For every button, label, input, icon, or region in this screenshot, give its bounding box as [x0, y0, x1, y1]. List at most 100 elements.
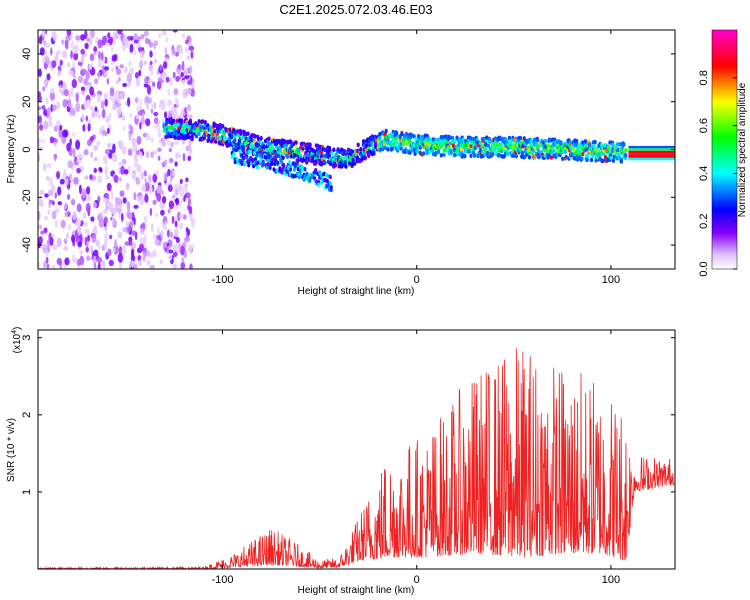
spectrogram-noise-blob	[181, 32, 186, 39]
spectrogram-noise-blob	[187, 80, 192, 86]
spectrogram-noise-blob	[166, 139, 171, 147]
spectrogram-noise-blob	[134, 97, 139, 103]
spectrogram-noise-blob	[138, 69, 142, 77]
spectrogram-noise-blob	[41, 105, 46, 110]
spectrogram-noise-blob	[38, 210, 41, 221]
snr-y-tick-label: 1	[21, 489, 33, 495]
spectrogram-noise-blob	[67, 193, 71, 200]
spectrogram-signal-blob	[506, 151, 510, 157]
spectrogram-noise-blob	[167, 208, 171, 214]
spectrogram-noise-blob	[150, 265, 154, 269]
spectrogram-noise-blob	[140, 171, 145, 180]
colorbar-tick-label: 0.2	[698, 214, 710, 229]
spectrogram-noise-blob	[185, 145, 191, 152]
spectrogram-branch-blob	[247, 163, 251, 168]
spectrogram-noise-blob	[54, 192, 58, 199]
spectrogram-signal-blob	[507, 135, 511, 141]
spectrogram-signal-blob	[543, 139, 547, 144]
spectrogram-signal-blob	[412, 147, 416, 152]
spectrogram-noise-blob	[143, 83, 149, 88]
spectrogram-noise-blob	[153, 150, 158, 155]
spectrogram-noise-blob	[174, 243, 180, 254]
spectrogram-signal-blob	[525, 152, 529, 157]
spectrogram-signal-blob	[619, 159, 623, 164]
spectrogram-signal-blob	[386, 147, 390, 152]
spectrogram-noise-blob	[185, 177, 189, 183]
spectrogram-branch-blob	[238, 158, 242, 164]
spectrogram-noise-blob	[107, 32, 111, 39]
spectrogram-noise-blob	[47, 209, 51, 216]
snr-plot-area	[38, 348, 675, 569]
spectrogram-noise-blob	[174, 229, 178, 238]
spectrogram-signal-blob	[209, 125, 213, 130]
spectrogram-noise-blob	[171, 49, 176, 56]
spectrogram-noise-blob	[47, 120, 53, 128]
spectrogram-signal-blob	[201, 119, 205, 124]
spectrogram-signal-blob	[267, 136, 271, 141]
spectrogram-branch-blob	[235, 156, 239, 162]
spectrogram-noise-blob	[85, 246, 89, 253]
spectrogram-signal-blob	[395, 140, 399, 145]
spectrogram-noise-blob	[161, 140, 167, 147]
spectrogram-signal-blob	[281, 155, 285, 160]
colorbar-ticks: 0.0 0.2 0.4 0.6 0.8	[698, 70, 737, 277]
spectrogram-noise-blob	[173, 186, 176, 197]
spectrogram-noise-blob	[51, 210, 57, 220]
spectrogram-noise-blob	[183, 195, 186, 202]
spectrogram-noise-blob	[114, 89, 120, 100]
spectrogram-noise-blob	[149, 60, 153, 65]
spectrogram-signal-blob	[408, 139, 412, 144]
spectrogram-noise-blob	[129, 43, 134, 53]
spectrogram-noise-blob	[89, 245, 94, 250]
spectrogram-signal-blob	[266, 140, 270, 146]
spectrogram-signal-blob	[502, 154, 506, 159]
spectrogram-noise-blob	[181, 257, 185, 264]
spectrogram-noise-blob	[189, 263, 193, 269]
spectrogram-noise-blob	[183, 250, 187, 259]
spectrogram-noise-blob	[97, 213, 103, 222]
spectrogram-noise-blob	[144, 193, 149, 203]
spectrogram-noise-blob	[152, 199, 157, 205]
spectrogram-noise-blob	[71, 78, 78, 89]
spectrogram-noise-blob	[41, 138, 45, 144]
snr-panel: -100 0 100 1 2 3 Height of straight line (km…	[6, 327, 676, 596]
spectrogram-noise-blob	[67, 224, 72, 231]
spectrogram-noise-blob	[128, 60, 132, 67]
spectrogram-signal-blob	[463, 154, 467, 159]
spectrogram-signal-blob	[334, 152, 338, 157]
spectrogram-noise-blob	[86, 37, 90, 42]
spectrogram-noise-blob	[123, 66, 128, 74]
spectrogram-noise-blob	[84, 221, 88, 227]
spectrogram-noise-blob	[66, 30, 72, 37]
spectrogram-noise-blob	[133, 39, 139, 44]
spectrogram-noise-blob	[164, 247, 168, 252]
spectrogram-tail-band	[628, 157, 675, 161]
spectrogram-noise-blob	[142, 253, 146, 262]
spectrogram-noise-blob	[97, 71, 101, 78]
spectrogram-noise-blob	[139, 151, 143, 159]
spectrogram-signal-blob	[559, 140, 563, 145]
spectrogram-noise-blob	[131, 138, 137, 145]
spectrogram-noise-blob	[121, 145, 127, 155]
spectrogram-signal-blob	[371, 144, 375, 149]
spectrogram-noise-blob	[43, 261, 47, 269]
spectrogram-signal-blob	[611, 158, 616, 163]
spectrogram-signal-blob	[519, 136, 523, 141]
spectrogram-noise-blob	[174, 220, 178, 228]
spectrogram-noise-blob	[161, 30, 167, 36]
spectrogram-noise-blob	[84, 30, 88, 40]
spectrogram-noise-blob	[38, 68, 42, 77]
spectrogram-noise-blob	[190, 50, 194, 59]
spectrogram-signal-blob	[434, 151, 438, 156]
spectrogram-noise-blob	[118, 261, 123, 269]
spectrogram-noise-blob	[54, 208, 60, 213]
spectrogram-noise-blob	[177, 64, 181, 70]
spectrogram-noise-blob	[112, 104, 117, 111]
spectrogram-signal-blob	[459, 147, 463, 152]
spectrogram-noise-blob	[113, 174, 119, 184]
snr-frame	[37, 329, 676, 570]
spectrogram-noise-blob	[104, 232, 108, 242]
spectrogram-noise-blob	[38, 236, 43, 245]
spectrogram-noise-blob	[159, 259, 163, 265]
spectrogram-signal-blob	[563, 149, 568, 154]
